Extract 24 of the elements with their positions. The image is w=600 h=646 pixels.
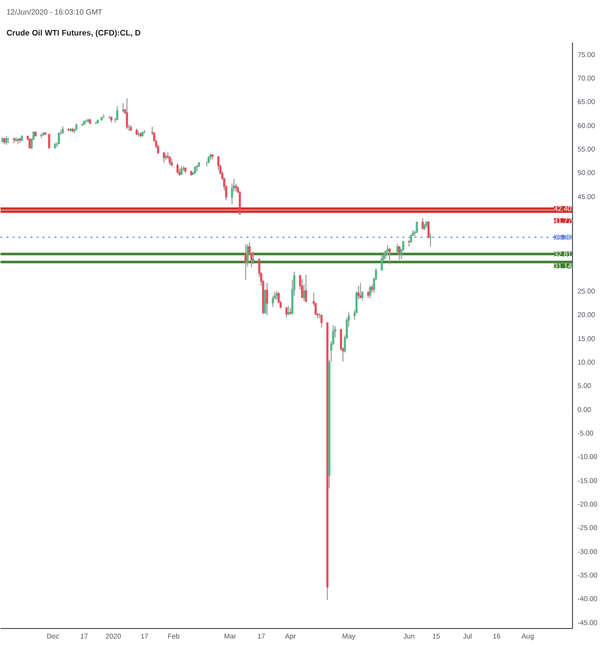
candlestick (388, 248, 391, 265)
candlestick (304, 274, 308, 303)
candlestick (369, 285, 372, 299)
candlestick (357, 285, 360, 300)
candlestick (116, 105, 118, 121)
candlestick (266, 282, 268, 316)
candlestick (230, 183, 234, 205)
candlestick (122, 102, 124, 114)
candlestick (380, 255, 383, 272)
candlestick (252, 251, 255, 265)
candlestick (416, 221, 418, 234)
candlestick (217, 156, 220, 171)
candlestick (320, 314, 323, 328)
candlestick (244, 244, 247, 281)
candlestick (157, 144, 160, 155)
candlestick (429, 232, 432, 248)
chart-title: Crude Oil WTI Futures, (CFD):CL, D (6, 28, 141, 38)
candlestick (300, 278, 304, 299)
candlestick (278, 291, 280, 304)
candlestick (422, 218, 424, 230)
candlestick (28, 138, 31, 150)
candlestick (359, 282, 362, 300)
candlestick (398, 246, 400, 260)
candlestick (176, 162, 179, 174)
